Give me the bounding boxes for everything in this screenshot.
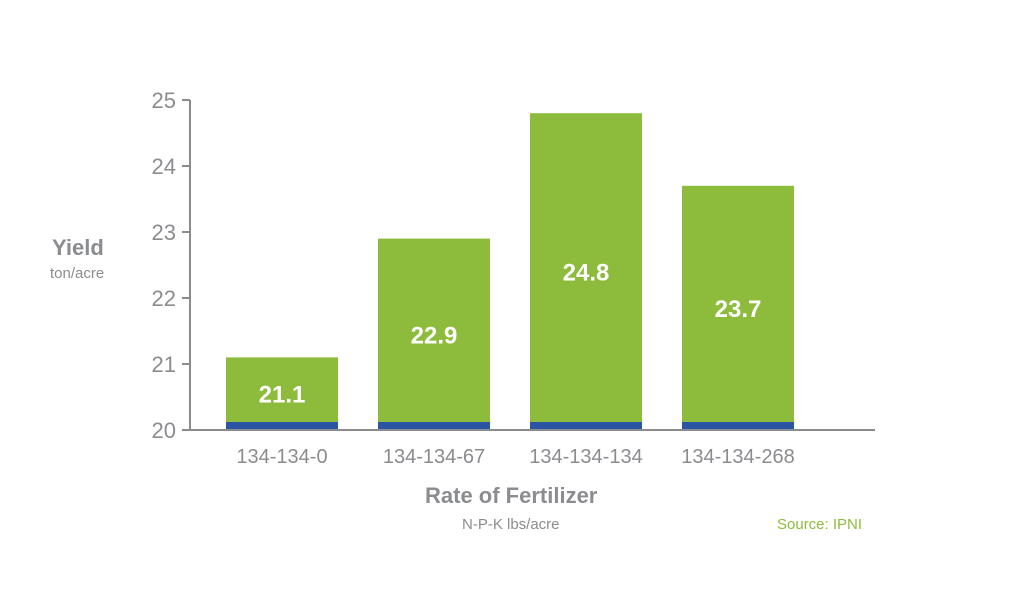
x-tick-label: 134-134-67 [383, 446, 485, 468]
x-axis-labels: 134-134-0 134-134-67 134-134-134 134-134-26… [236, 446, 794, 468]
bar-value-label: 22.9 [411, 322, 458, 349]
bar-base [378, 422, 490, 429]
bar-base [682, 422, 794, 429]
y-tick-label: 20 [152, 418, 176, 443]
bar-base [530, 422, 642, 429]
bars: 21.1 22.9 24.8 23.7 [226, 113, 794, 430]
bar [378, 238, 490, 430]
y-tick-label: 23 [152, 220, 176, 245]
x-tick-label: 134-134-268 [681, 446, 794, 468]
bar-value-label: 24.8 [563, 260, 610, 287]
bar [682, 185, 794, 430]
y-axis-unit: ton/acre [50, 265, 105, 282]
x-tick-label: 134-134-0 [236, 446, 327, 468]
bar-value-label: 21.1 [259, 382, 306, 409]
x-tick-label: 134-134-134 [529, 446, 642, 468]
x-axis-title: Rate of Fertilizer [425, 483, 598, 508]
x-axis-unit: N-P-K lbs/acre [462, 516, 560, 533]
y-tick-label: 24 [152, 154, 176, 179]
y-axis-title: Yield [52, 235, 104, 260]
bar-value-label: 23.7 [715, 296, 762, 323]
bar [530, 113, 642, 430]
source-note: Source: IPNI [777, 516, 863, 533]
y-tick-label: 22 [152, 286, 176, 311]
y-tick-label: 21 [152, 352, 176, 377]
bar-base [226, 422, 338, 429]
y-axis-ticks: 20 21 22 23 24 25 [152, 88, 190, 443]
y-tick-label: 25 [152, 88, 176, 113]
bar [226, 357, 338, 430]
